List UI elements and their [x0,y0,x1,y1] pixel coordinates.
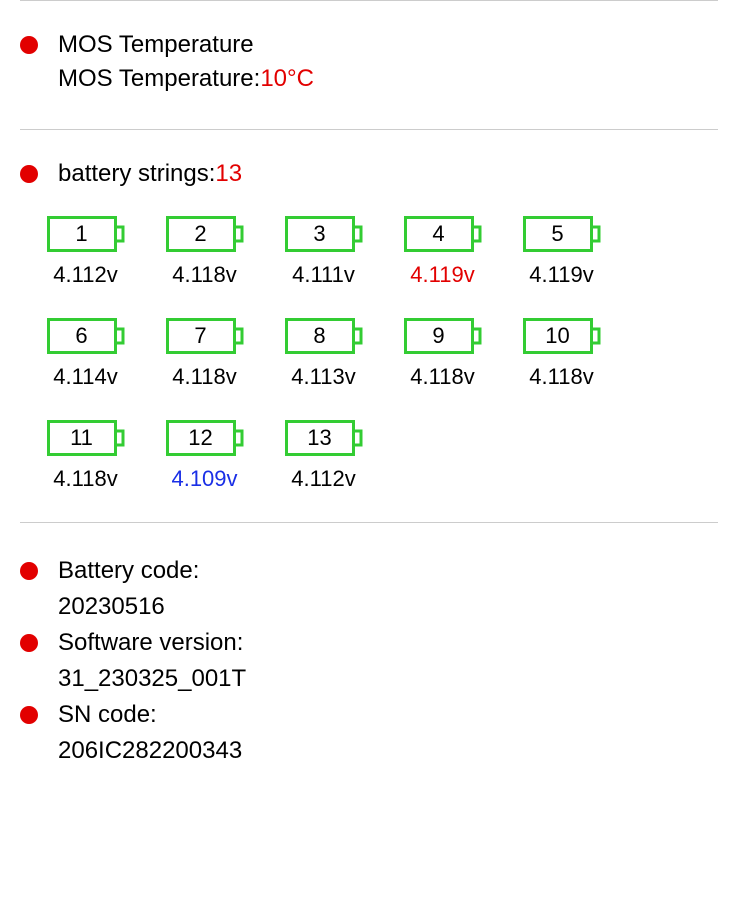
battery-cell: 12 4.109v [157,420,252,492]
battery-cell: 9 4.118v [395,318,490,390]
battery-cell-number: 5 [523,216,593,252]
battery-cell-voltage: 4.118v [529,364,593,390]
battery-strings-section: battery strings: 13 1 4.112v 2 4.118v 3 4.111… [0,130,738,522]
battery-cells-grid: 1 4.112v 2 4.118v 3 4.111v 4 4.119v 5 4.119v 6 4.11… [20,216,718,492]
battery-icon: 3 [285,216,363,252]
mos-section: MOS Temperature MOS Temperature: 10°C [0,1,738,129]
battery-cell: 11 4.118v [38,420,133,492]
battery-cell-number: 4 [404,216,474,252]
battery-cell-voltage: 4.112v [53,262,117,288]
mos-temp-value: 10°C [260,65,314,93]
battery-cell-number: 1 [47,216,117,252]
battery-icon: 5 [523,216,601,252]
software-version-label: Software version: [58,625,243,661]
sn-code-label: SN code: [58,697,157,733]
battery-icon: 12 [166,420,244,456]
battery-cell-voltage: 4.118v [410,364,474,390]
battery-icon: 4 [404,216,482,252]
bullet-icon [20,165,38,183]
battery-cell-number: 3 [285,216,355,252]
battery-code-value: 20230516 [58,589,165,625]
battery-cell-number: 10 [523,318,593,354]
battery-cell: 5 4.119v [514,216,609,288]
battery-cell: 4 4.119v [395,216,490,288]
battery-icon: 1 [47,216,125,252]
battery-cell-number: 7 [166,318,236,354]
battery-cell: 10 4.118v [514,318,609,390]
battery-cell-voltage: 4.111v [292,262,355,288]
battery-icon: 9 [404,318,482,354]
mos-title: MOS Temperature [58,31,254,59]
battery-cell-number: 2 [166,216,236,252]
battery-cell-voltage: 4.114v [53,364,117,390]
battery-icon: 6 [47,318,125,354]
battery-cell: 3 4.111v [276,216,371,288]
battery-icon: 2 [166,216,244,252]
bullet-icon [20,562,38,580]
battery-icon: 11 [47,420,125,456]
bullet-icon [20,36,38,54]
battery-icon: 13 [285,420,363,456]
sn-code-value: 206IC282200343 [58,733,242,769]
battery-cell-number: 13 [285,420,355,456]
battery-code-label: Battery code: [58,553,199,589]
battery-cell-voltage: 4.119v [529,262,593,288]
battery-cell: 8 4.113v [276,318,371,390]
battery-cell-voltage: 4.113v [291,364,355,390]
software-version-value: 31_230325_001T [58,661,246,697]
bullet-icon [20,634,38,652]
battery-cell-number: 8 [285,318,355,354]
battery-cell-number: 6 [47,318,117,354]
battery-cell: 2 4.118v [157,216,252,288]
battery-cell-number: 11 [47,420,117,456]
battery-cell-number: 12 [166,420,236,456]
battery-icon: 8 [285,318,363,354]
battery-icon: 10 [523,318,601,354]
battery-cell-number: 9 [404,318,474,354]
battery-strings-label: battery strings: [58,160,215,188]
battery-cell-voltage: 4.118v [172,364,236,390]
battery-cell-voltage: 4.112v [291,466,355,492]
battery-cell: 6 4.114v [38,318,133,390]
battery-cell: 1 4.112v [38,216,133,288]
battery-strings-count: 13 [215,160,242,188]
info-section: Battery code: 20230516 Software version:… [0,523,738,799]
battery-cell-voltage: 4.109v [171,466,237,492]
battery-cell: 7 4.118v [157,318,252,390]
mos-temp-label: MOS Temperature: [58,65,260,93]
battery-cell-voltage: 4.118v [172,262,236,288]
battery-cell-voltage: 4.118v [53,466,117,492]
battery-cell: 13 4.112v [276,420,371,492]
bullet-icon [20,706,38,724]
battery-icon: 7 [166,318,244,354]
battery-cell-voltage: 4.119v [410,262,474,288]
